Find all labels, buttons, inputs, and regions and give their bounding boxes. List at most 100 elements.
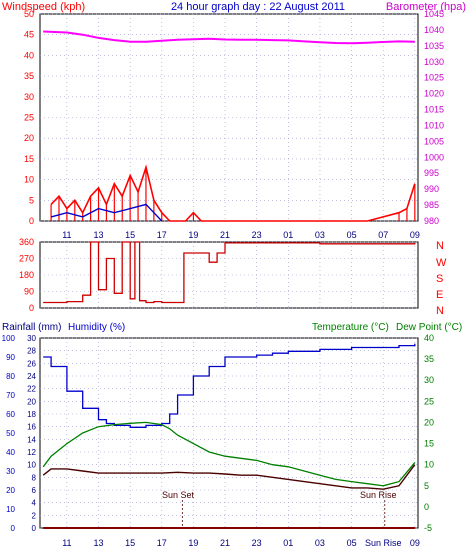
wind-direction-line bbox=[43, 241, 416, 304]
y-tick-rain-1: 2 bbox=[32, 511, 37, 520]
y-tick-windspeed-4: 20 bbox=[24, 133, 34, 143]
x-tick-label-3-0: 11 bbox=[62, 538, 71, 548]
x-tick-label-3-5: 21 bbox=[220, 538, 230, 548]
y-tick-windspeed-5: 25 bbox=[24, 113, 34, 123]
y-tick-direction-1: 90 bbox=[24, 287, 34, 297]
x-tick-label-3-10: Sun Rise bbox=[365, 538, 402, 548]
x-tick-label-1-2: 15 bbox=[125, 230, 135, 240]
y-tick-barometer-3: 995 bbox=[424, 168, 439, 178]
y-tick-barometer-0: 980 bbox=[424, 216, 439, 226]
y-tick-direction-3: 270 bbox=[19, 254, 34, 264]
x-tick-label-3-9: 05 bbox=[347, 538, 357, 548]
x-tick-label-1-3: 17 bbox=[157, 230, 167, 240]
gridlines bbox=[40, 13, 418, 529]
compass-label-n-bottom: N bbox=[436, 305, 444, 317]
x-tick-label-1-5: 21 bbox=[220, 230, 230, 240]
compass-label-w: W bbox=[436, 257, 447, 269]
y-tick-windspeed-3: 15 bbox=[24, 154, 34, 164]
y-tick-windspeed-1: 5 bbox=[29, 195, 34, 205]
y-tick-humidity-8: 80 bbox=[6, 372, 15, 381]
sun-rise-annotation: Sun Rise bbox=[360, 490, 397, 500]
y-tick-rain-5: 10 bbox=[27, 461, 36, 470]
y-tick-barometer-4: 1000 bbox=[424, 152, 444, 162]
x-tick-label-1-8: 03 bbox=[315, 230, 325, 240]
y-tick-humidity-6: 60 bbox=[6, 410, 15, 419]
temperature-axis-label: Temperature (°C) bbox=[312, 322, 389, 333]
y-tick-windspeed-7: 35 bbox=[24, 71, 34, 81]
y-tick-rain-15: 30 bbox=[27, 334, 36, 343]
x-tick-label-3-1: 13 bbox=[94, 538, 104, 548]
y-tick-temperature-8: 35 bbox=[424, 354, 434, 364]
y-tick-temperature-2: 5 bbox=[424, 481, 429, 491]
sun-set-annotation: Sun Set bbox=[162, 490, 195, 500]
y-tick-rain-12: 24 bbox=[27, 372, 36, 381]
y-tick-humidity-5: 50 bbox=[6, 429, 15, 438]
y-tick-rain-6: 12 bbox=[27, 448, 36, 457]
y-tick-temperature-1: 0 bbox=[424, 502, 429, 512]
windspeed-line bbox=[50, 164, 416, 222]
y-tick-rain-4: 8 bbox=[32, 473, 37, 482]
compass-label-s: S bbox=[436, 273, 443, 285]
y-tick-barometer-9: 1025 bbox=[424, 73, 444, 83]
y-tick-windspeed-6: 30 bbox=[24, 92, 34, 102]
y-tick-rain-9: 18 bbox=[27, 410, 36, 419]
y-tick-windspeed-9: 45 bbox=[24, 30, 34, 40]
y-tick-barometer-13: 1045 bbox=[424, 9, 444, 19]
barometer-line bbox=[43, 30, 415, 45]
y-tick-rain-14: 28 bbox=[27, 347, 36, 356]
y-tick-temperature-0: -5 bbox=[424, 523, 432, 533]
y-tick-rain-8: 16 bbox=[27, 423, 36, 432]
gust-line bbox=[50, 203, 163, 222]
humidity-line bbox=[43, 343, 416, 428]
y-tick-humidity-9: 90 bbox=[6, 353, 15, 362]
y-tick-direction-0: 0 bbox=[29, 303, 34, 313]
x-tick-label-3-11: 09 bbox=[410, 538, 420, 548]
y-tick-windspeed-2: 10 bbox=[24, 175, 34, 185]
y-tick-barometer-8: 1020 bbox=[424, 89, 444, 99]
x-tick-label-1-9: 05 bbox=[347, 230, 357, 240]
x-tick-label-1-10: 07 bbox=[378, 230, 388, 240]
x-tick-label-3-2: 15 bbox=[125, 538, 135, 548]
y-tick-humidity-1: 10 bbox=[6, 505, 15, 514]
y-tick-barometer-12: 1040 bbox=[424, 25, 444, 35]
x-tick-label-1-7: 01 bbox=[283, 230, 293, 240]
y-tick-rain-10: 20 bbox=[27, 397, 36, 406]
y-tick-temperature-9: 40 bbox=[424, 333, 434, 343]
y-tick-humidity-0: 0 bbox=[11, 524, 16, 533]
y-tick-windspeed-0: 0 bbox=[29, 216, 34, 226]
x-tick-label-3-7: 01 bbox=[283, 538, 293, 548]
x-tick-label-1-11: 09 bbox=[410, 230, 420, 240]
y-tick-rain-3: 6 bbox=[32, 486, 37, 495]
y-tick-temperature-5: 20 bbox=[424, 417, 434, 427]
y-tick-direction-2: 180 bbox=[19, 270, 34, 280]
y-tick-barometer-2: 990 bbox=[424, 184, 439, 194]
y-tick-barometer-11: 1035 bbox=[424, 41, 444, 51]
y-tick-barometer-7: 1015 bbox=[424, 105, 444, 115]
y-tick-humidity-2: 20 bbox=[6, 486, 15, 495]
x-tick-label-3-4: 19 bbox=[188, 538, 198, 548]
y-tick-temperature-4: 15 bbox=[424, 439, 434, 449]
y-tick-rain-13: 26 bbox=[27, 359, 36, 368]
graph-title: 24 hour graph day : 22 August 2011 bbox=[171, 1, 345, 13]
dewpoint-line bbox=[42, 464, 416, 490]
humidity-axis-label: Humidity (%) bbox=[68, 322, 125, 333]
x-tick-label-3-3: 17 bbox=[157, 538, 167, 548]
x-tick-label-1-4: 19 bbox=[188, 230, 198, 240]
x-tick-label-1-6: 23 bbox=[252, 230, 262, 240]
y-tick-temperature-6: 25 bbox=[424, 396, 434, 406]
x-tick-label-3-6: 23 bbox=[252, 538, 262, 548]
compass-label-e: E bbox=[436, 289, 443, 301]
temperature-line bbox=[42, 421, 416, 487]
y-tick-barometer-6: 1010 bbox=[424, 120, 444, 130]
y-tick-rain-7: 14 bbox=[27, 435, 36, 444]
y-tick-barometer-5: 1005 bbox=[424, 136, 444, 146]
rainfall-axis-label: Rainfall (mm) bbox=[2, 322, 61, 333]
y-tick-humidity-3: 30 bbox=[6, 467, 15, 476]
windspeed-axis-label: Windspeed (kph) bbox=[2, 1, 85, 13]
y-tick-rain-11: 22 bbox=[27, 385, 36, 394]
y-tick-direction-4: 360 bbox=[19, 237, 34, 247]
y-tick-humidity-7: 70 bbox=[6, 391, 15, 400]
y-tick-rain-0: 0 bbox=[32, 524, 37, 533]
y-tick-windspeed-10: 50 bbox=[24, 9, 34, 19]
